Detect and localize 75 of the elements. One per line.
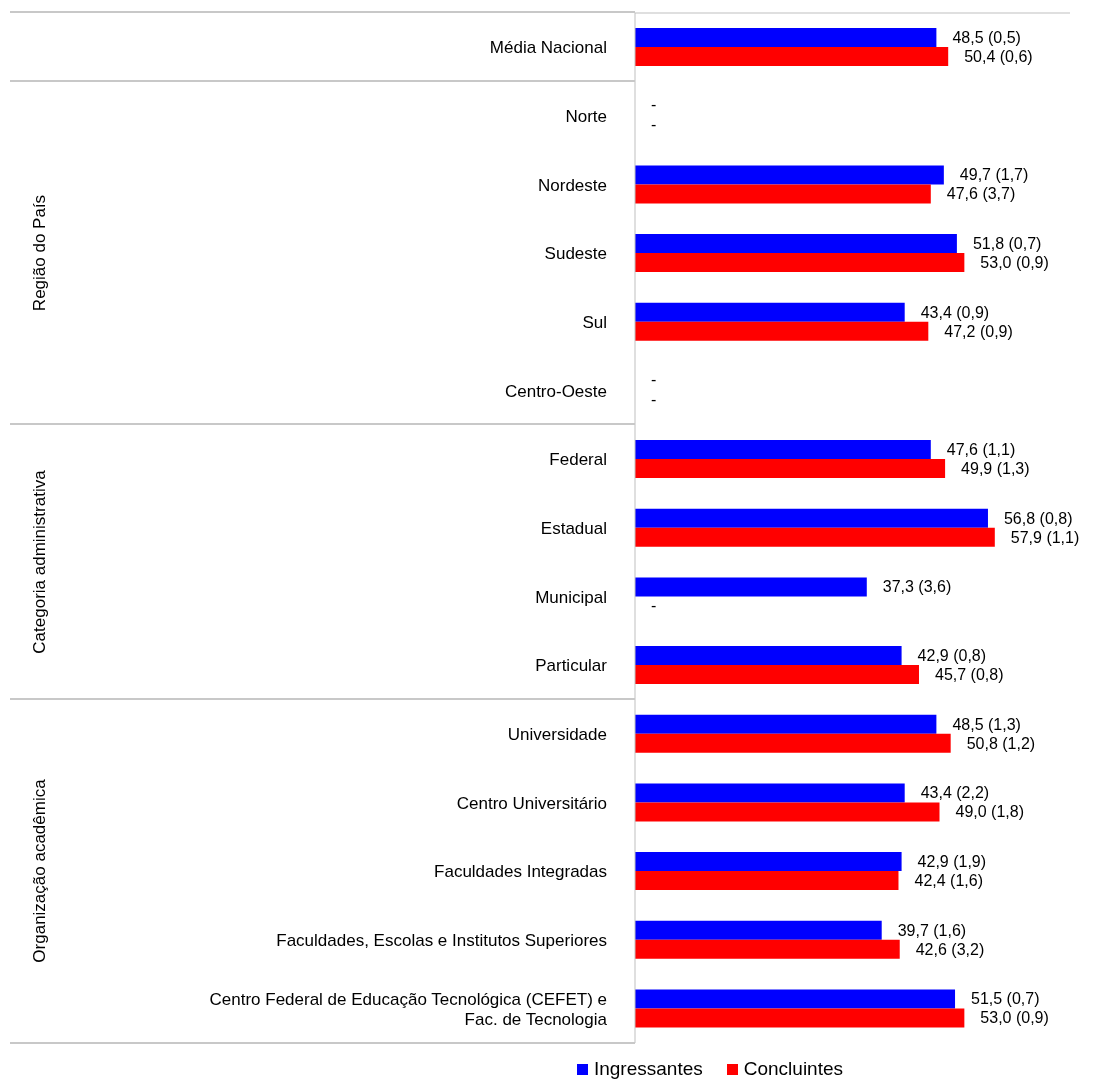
- bar: [635, 646, 902, 666]
- data-label: 43,4 (2,2): [920, 784, 990, 802]
- bar: [635, 1008, 965, 1028]
- y-tick-label: Sudeste: [544, 243, 607, 263]
- bar: [635, 440, 931, 460]
- data-label: 50,8 (1,2): [966, 734, 1036, 752]
- legend-label: Ingressantes: [592, 1058, 703, 1080]
- text: -: [651, 96, 657, 114]
- bar: [635, 802, 940, 822]
- y-tick-label: Centro Universitário: [456, 793, 607, 813]
- data-label: 42,9 (1,9): [917, 853, 987, 871]
- bar: [635, 302, 905, 322]
- bar: [635, 989, 956, 1009]
- y-tick-label: Estadual: [540, 518, 607, 538]
- bar: [635, 459, 946, 479]
- data-label: 48,5 (1,3): [952, 715, 1021, 733]
- text: Organização acadêmica: [30, 779, 50, 963]
- bar: [635, 852, 902, 872]
- y-tick-label: Faculdades, Escolas e Institutos Superiores: [276, 930, 607, 950]
- bar: [635, 939, 900, 959]
- y-tick-label: Centro Federal de Educação Tecnológica (CEFET) e Fac. de Tecnologia: [209, 989, 608, 1029]
- y-tick-label: Federal: [549, 449, 607, 469]
- y-tick-label: Média Nacional: [489, 37, 607, 57]
- data-label: 50,4 (0,6): [964, 48, 1033, 66]
- bar: [635, 714, 937, 734]
- legend-label: Concluintes: [742, 1058, 844, 1080]
- data-label: 53,0 (0,9): [980, 1009, 1049, 1027]
- data-label: 53,0 (0,9): [980, 254, 1049, 272]
- data-label: 47,6 (3,7): [946, 185, 1016, 203]
- y-tick-label: Municipal: [535, 587, 607, 607]
- bar: [635, 321, 929, 341]
- data-label: 45,7 (0,8): [934, 666, 1004, 684]
- data-label: 48,5 (0,5): [952, 29, 1021, 47]
- bar: [635, 783, 905, 803]
- data-label: 42,6 (3,2): [915, 940, 985, 958]
- bar: [635, 184, 931, 204]
- data-label: 51,5 (0,7): [971, 990, 1040, 1008]
- bar: [635, 47, 949, 67]
- y-tick-label: Sul: [582, 312, 607, 332]
- data-label: 43,4 (0,9): [920, 303, 990, 321]
- bar: [635, 527, 995, 547]
- data-label: 42,9 (0,8): [917, 647, 987, 665]
- data-label: 57,9 (1,1): [1010, 528, 1080, 546]
- bar: [635, 253, 965, 273]
- bar: [635, 234, 957, 254]
- y-tick-label: Norte: [565, 106, 607, 126]
- data-label: 49,7 (1,7): [959, 166, 1029, 184]
- text: -: [651, 596, 657, 614]
- text: -: [651, 115, 657, 133]
- data-label: 47,2 (0,9): [944, 322, 1013, 340]
- bar: [635, 508, 988, 528]
- bar: [635, 28, 937, 48]
- y-tick-label: Universidade: [507, 724, 607, 744]
- text: -: [651, 371, 657, 389]
- data-label: 47,6 (1,1): [946, 441, 1016, 459]
- text: Região do País: [30, 194, 50, 311]
- bar: [635, 920, 882, 940]
- data-label: 37,3 (3,6): [882, 578, 952, 596]
- y-tick-label: Nordeste: [538, 175, 607, 195]
- y-tick-label: Particular: [535, 655, 608, 675]
- data-label: 56,8 (0,8): [1003, 509, 1073, 527]
- data-label: 49,0 (1,8): [955, 803, 1024, 821]
- y-tick-label: Faculdades Integradas: [434, 861, 607, 881]
- data-label: 51,8 (0,7): [972, 235, 1042, 253]
- data-label: 42,4 (1,6): [914, 872, 983, 890]
- text: -: [651, 390, 657, 408]
- data-label: 49,9 (1,3): [961, 460, 1030, 478]
- data-label: 39,7 (1,6): [897, 921, 967, 939]
- bar: [635, 871, 899, 891]
- bar: [635, 577, 867, 597]
- bar: [635, 165, 944, 185]
- y-tick-label: Centro-Oeste: [504, 381, 607, 401]
- bar: [635, 733, 951, 753]
- text: Categoria administrativa: [30, 470, 50, 654]
- bar: [635, 665, 919, 685]
